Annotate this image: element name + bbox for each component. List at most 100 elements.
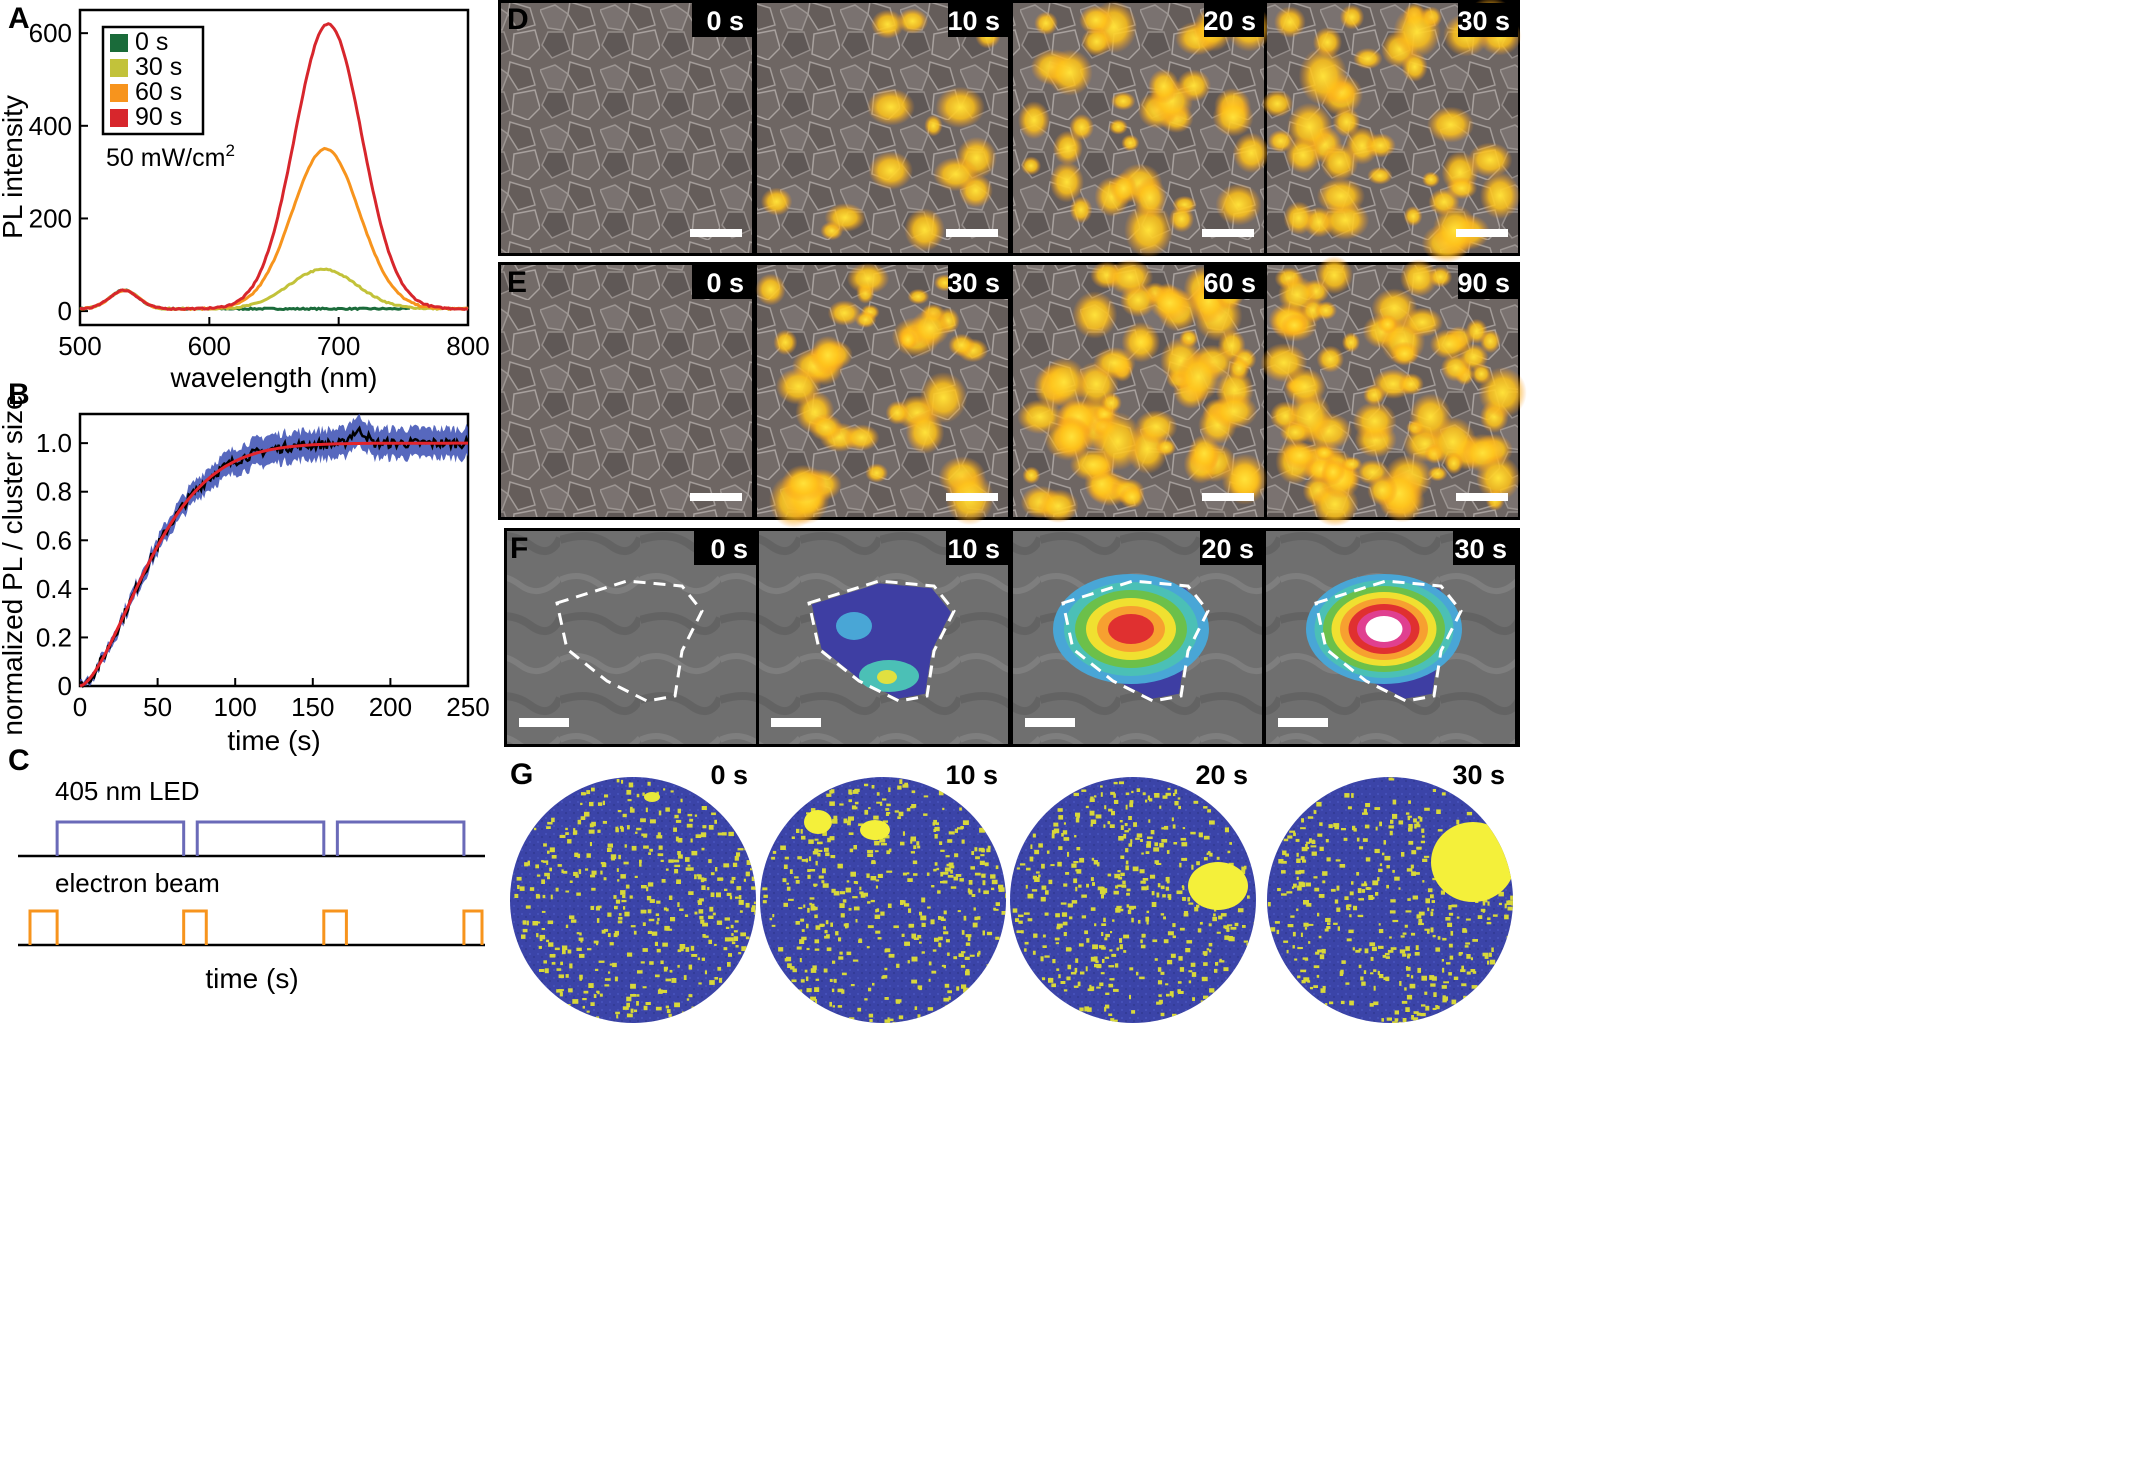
- halide-site: [1508, 900, 1513, 903]
- halide-site: [1437, 829, 1443, 832]
- halide-site: [965, 942, 971, 946]
- halide-site: [558, 974, 564, 979]
- halide-site: [1437, 936, 1441, 940]
- halide-site: [1182, 827, 1186, 830]
- halide-site: [1407, 955, 1410, 959]
- halide-site: [799, 939, 805, 944]
- halide-site: [837, 1005, 843, 1008]
- halide-site: [1416, 821, 1420, 827]
- halide-site: [701, 885, 706, 890]
- halide-site: [953, 876, 959, 881]
- halide-site: [549, 867, 552, 872]
- ebeam-label: electron beam: [55, 868, 220, 898]
- halide-site: [995, 865, 999, 870]
- halide-site: [542, 860, 548, 863]
- halide-site: [1120, 855, 1125, 859]
- sem-image: [501, 265, 752, 517]
- halide-site: [867, 925, 874, 929]
- halide-site: [917, 845, 921, 849]
- halide-site: [1200, 1000, 1204, 1004]
- halide-site: [901, 933, 905, 937]
- halide-site: [998, 884, 1004, 889]
- halide-site: [550, 894, 553, 900]
- halide-site: [920, 915, 927, 921]
- halide-site: [1370, 896, 1375, 900]
- halide-site: [1073, 861, 1079, 864]
- halide-site: [1216, 856, 1220, 860]
- halide-site: [1363, 970, 1367, 974]
- halide-site: [589, 823, 594, 828]
- halide-site: [1431, 900, 1435, 903]
- halide-site: [1044, 955, 1050, 958]
- halide-site: [973, 907, 976, 911]
- halide-site: [848, 799, 852, 803]
- halide-site: [656, 948, 661, 953]
- halide-site: [1241, 957, 1244, 960]
- halide-site: [1109, 978, 1115, 981]
- halide-site: [886, 803, 891, 807]
- halide-site: [618, 916, 623, 920]
- halide-site: [1119, 938, 1123, 943]
- halide-site: [1078, 943, 1084, 947]
- halide-site: [685, 867, 691, 870]
- halide-site: [679, 944, 686, 949]
- sem-closeup: [507, 531, 756, 744]
- simulation-1: 10 s: [760, 760, 1006, 1023]
- halide-site: [754, 910, 756, 915]
- halide-site: [1430, 911, 1434, 917]
- halide-site: [598, 960, 605, 963]
- halide-site: [911, 804, 917, 808]
- halide-site: [1349, 891, 1354, 896]
- halide-site: [833, 891, 840, 896]
- halide-site: [1050, 864, 1055, 867]
- halide-site: [556, 968, 562, 971]
- halide-site: [1237, 908, 1244, 913]
- halide-site: [1120, 908, 1124, 912]
- halide-site: [871, 785, 875, 789]
- halide-site: [546, 860, 549, 865]
- halide-site: [1470, 969, 1476, 973]
- halide-site: [1466, 954, 1471, 959]
- halide-site: [1139, 976, 1145, 980]
- halide-site: [714, 819, 717, 824]
- pl-cluster: [1363, 384, 1386, 406]
- pl-cluster: [935, 86, 985, 129]
- halide-site: [1094, 795, 1097, 798]
- halide-site: [854, 801, 859, 805]
- halide-site: [959, 878, 964, 882]
- halide-site: [1105, 933, 1110, 938]
- halide-site: [687, 864, 691, 867]
- halide-site: [582, 1005, 585, 1009]
- halide-site: [1224, 827, 1229, 833]
- halide-site: [926, 872, 930, 876]
- halide-site: [806, 947, 810, 951]
- halide-site: [1209, 988, 1215, 993]
- halide-site: [675, 1015, 680, 1019]
- halide-site: [627, 799, 632, 802]
- halide-site: [1425, 1005, 1430, 1011]
- halide-site: [1448, 943, 1453, 948]
- halide-site: [624, 844, 627, 848]
- halide-site: [547, 920, 554, 925]
- halide-site: [1404, 987, 1407, 991]
- halide-site: [965, 970, 970, 976]
- halide-site: [1335, 859, 1341, 862]
- halide-site: [1005, 893, 1006, 899]
- halide-site: [846, 880, 850, 883]
- halide-site: [1131, 790, 1134, 794]
- halide-site: [1298, 881, 1304, 886]
- x-tick-label-b: 200: [369, 692, 412, 722]
- halide-site: [1081, 915, 1087, 919]
- halide-site: [1334, 826, 1339, 830]
- pl-cluster: [1020, 156, 1042, 176]
- halide-site: [987, 845, 991, 849]
- halide-site: [1162, 795, 1168, 799]
- halide-site: [933, 819, 937, 825]
- halide-site: [1018, 920, 1023, 924]
- halide-site: [1451, 999, 1457, 1005]
- halide-site: [797, 856, 802, 860]
- halide-site: [799, 989, 803, 993]
- halide-site: [646, 895, 652, 901]
- halide-site: [957, 827, 963, 830]
